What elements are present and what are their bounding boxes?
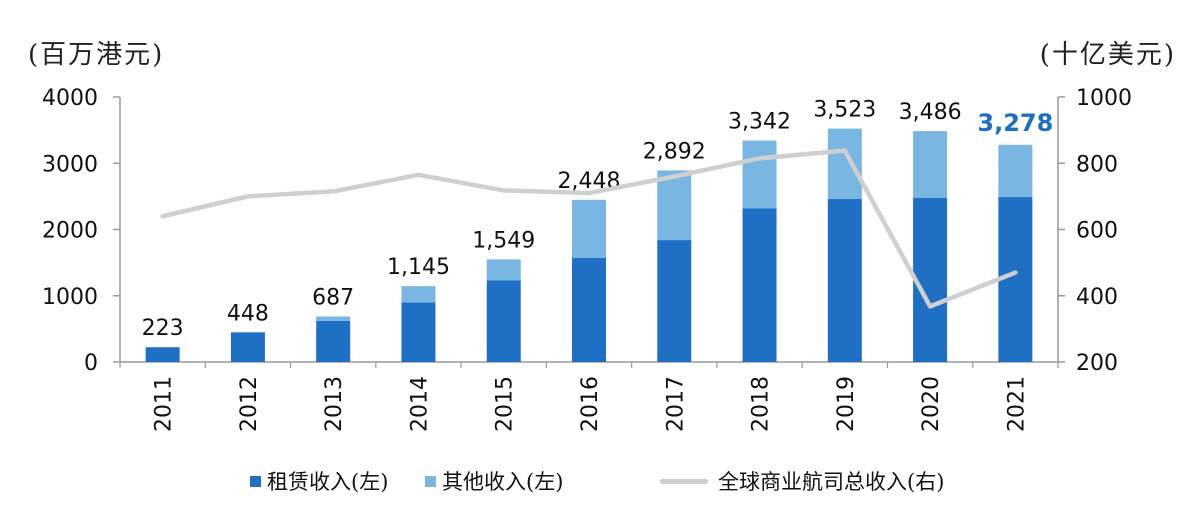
x-tick-label: 2020 bbox=[919, 376, 944, 432]
legend-label-airline: 全球商业航司总收入(右) bbox=[718, 470, 945, 494]
x-tick-label: 2011 bbox=[152, 376, 177, 432]
bar-other bbox=[316, 316, 351, 321]
bar-other bbox=[657, 170, 692, 241]
total-label: 1,145 bbox=[387, 255, 450, 280]
y-right-tick-label: 1000 bbox=[1076, 86, 1132, 111]
total-label: 3,342 bbox=[728, 110, 791, 135]
bar-lease bbox=[742, 208, 777, 362]
total-label: 687 bbox=[312, 285, 354, 310]
y-left-tick-label: 3000 bbox=[42, 152, 98, 177]
y-left-tick-label: 2000 bbox=[42, 219, 98, 244]
x-tick-label: 2019 bbox=[834, 376, 859, 432]
bar-other bbox=[742, 140, 777, 209]
legend-label-lease: 租赁收入(左) bbox=[267, 470, 389, 494]
y-left-tick-label: 4000 bbox=[42, 86, 98, 111]
y-right-tick-label: 600 bbox=[1076, 219, 1118, 244]
bar-lease bbox=[657, 240, 692, 362]
bar-lease bbox=[316, 320, 351, 362]
legend-item-airline: 全球商业航司总收入(右) bbox=[660, 466, 944, 496]
x-tick-label: 2014 bbox=[407, 376, 432, 432]
y-left-tick-label: 1000 bbox=[42, 285, 98, 310]
bar-lease bbox=[145, 347, 180, 362]
total-label: 1,549 bbox=[472, 228, 535, 253]
x-tick-label: 2013 bbox=[322, 376, 347, 432]
legend-swatch-airline bbox=[660, 478, 708, 484]
y-right-tick-label: 400 bbox=[1076, 285, 1118, 310]
total-label: 223 bbox=[142, 316, 184, 341]
total-label: 3,486 bbox=[899, 100, 962, 125]
x-tick-label: 2017 bbox=[663, 376, 688, 432]
right-axis-unit: (十亿美元) bbox=[1039, 40, 1176, 70]
bar-lease bbox=[401, 302, 436, 362]
bar-lease bbox=[913, 197, 948, 362]
bar-lease bbox=[827, 199, 862, 362]
legend-item-other: 其他收入(左) bbox=[425, 466, 563, 496]
legend-swatch-other bbox=[425, 475, 436, 487]
y-right-tick-label: 200 bbox=[1076, 351, 1118, 376]
bar-other bbox=[401, 286, 436, 303]
legend-item-lease: 租赁收入(左) bbox=[250, 466, 388, 496]
y-right-tick-label: 800 bbox=[1076, 152, 1118, 177]
bar-lease bbox=[572, 257, 606, 362]
legend-swatch-lease bbox=[250, 475, 261, 487]
bar-other bbox=[572, 199, 606, 258]
total-label: 2,892 bbox=[643, 139, 706, 164]
legend-label-other: 其他收入(左) bbox=[442, 470, 564, 494]
bar-lease bbox=[230, 332, 265, 362]
x-tick-label: 2015 bbox=[493, 376, 518, 432]
x-tick-label: 2016 bbox=[578, 376, 603, 432]
bar-other bbox=[486, 259, 521, 281]
chart-legend: 租赁收入(左) 其他收入(左) 全球商业航司总收入(右) bbox=[0, 466, 1204, 496]
y-left-tick-label: 0 bbox=[84, 351, 98, 376]
left-axis-unit: (百万港元) bbox=[28, 40, 165, 70]
x-tick-label: 2012 bbox=[237, 376, 262, 432]
bar-other bbox=[913, 131, 948, 198]
bar-other bbox=[827, 128, 862, 200]
bar-lease bbox=[486, 280, 521, 362]
bar-lease bbox=[998, 197, 1033, 362]
x-tick-label: 2021 bbox=[1004, 376, 1029, 432]
x-tick-label: 2018 bbox=[749, 376, 774, 432]
bar-other bbox=[998, 144, 1033, 198]
total-label-highlight: 3,278 bbox=[977, 109, 1053, 137]
total-label: 448 bbox=[227, 301, 269, 326]
total-label: 3,523 bbox=[813, 98, 876, 123]
